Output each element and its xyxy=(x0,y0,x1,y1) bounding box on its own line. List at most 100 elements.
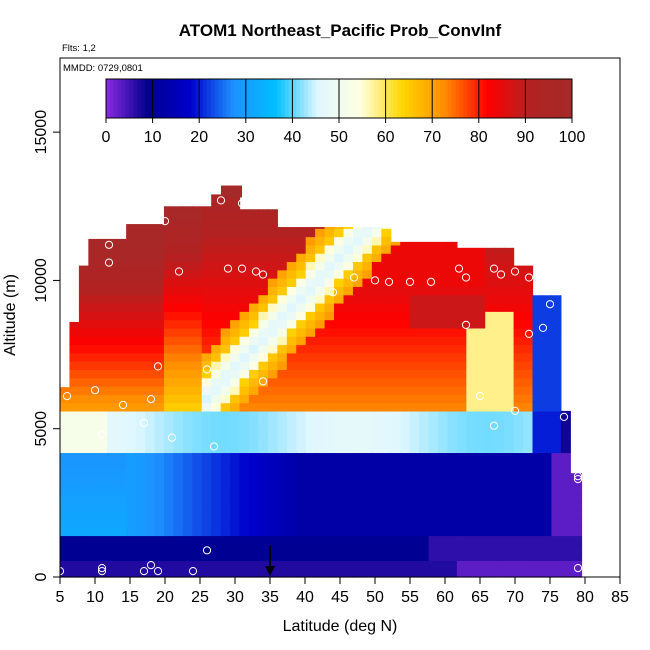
heatmap-cell xyxy=(182,327,193,337)
heatmap-cell xyxy=(286,369,297,379)
heatmap-cell xyxy=(334,552,345,561)
heatmap-cell xyxy=(296,361,307,370)
heatmap-cell xyxy=(78,502,89,512)
sample-point xyxy=(461,320,471,329)
heatmap-cell xyxy=(211,543,222,553)
heatmap-cell xyxy=(286,319,297,329)
heatmap-cell xyxy=(343,435,354,445)
heatmap-cell xyxy=(296,560,307,570)
heatmap-cell xyxy=(485,394,496,404)
heatmap-cell xyxy=(485,469,496,478)
sample-point xyxy=(202,365,212,374)
heatmap-cell xyxy=(532,394,543,404)
heatmap-cell xyxy=(135,410,146,420)
heatmap-cell xyxy=(475,294,486,304)
heatmap-cell xyxy=(456,568,467,578)
heatmap-cell xyxy=(456,377,467,387)
heatmap-cell xyxy=(532,410,543,420)
heatmap-cell xyxy=(116,369,127,379)
heatmap-cell xyxy=(504,336,515,346)
heatmap-cell xyxy=(182,244,193,254)
heatmap-cell xyxy=(116,244,127,254)
heatmap-cell xyxy=(78,419,89,429)
heatmap-cell xyxy=(192,485,203,495)
heatmap-cell xyxy=(504,469,515,478)
heatmap-cell xyxy=(201,510,212,520)
heatmap-cell xyxy=(390,294,401,304)
heatmap-cell xyxy=(173,228,184,238)
heatmap-cell xyxy=(551,361,562,370)
heatmap-cell xyxy=(135,352,146,362)
heatmap-cell xyxy=(390,552,401,561)
heatmap-cell xyxy=(324,261,335,271)
heatmap-cell xyxy=(428,319,439,329)
heatmap-cell xyxy=(409,253,420,263)
heatmap-cell xyxy=(475,261,486,271)
heatmap-cell xyxy=(97,269,108,279)
heatmap-cell xyxy=(192,269,203,279)
heatmap-cell xyxy=(352,510,363,520)
heatmap-cell xyxy=(296,269,307,279)
heatmap-cell xyxy=(551,502,562,512)
heatmap-cell xyxy=(220,568,231,578)
colorbar-swatch xyxy=(432,79,437,118)
heatmap-cell xyxy=(145,261,156,271)
heatmap-cell xyxy=(249,510,260,520)
heatmap-cell xyxy=(343,369,354,379)
heatmap-cell xyxy=(145,502,156,512)
heatmap-cell xyxy=(88,485,99,495)
heatmap-cell xyxy=(334,244,345,254)
heatmap-cell xyxy=(381,286,392,296)
heatmap-cell xyxy=(135,319,146,329)
heatmap-cell xyxy=(163,460,174,470)
heatmap-cell xyxy=(475,552,486,561)
heatmap-cell xyxy=(154,302,165,312)
heatmap-cell xyxy=(438,485,449,495)
heatmap-cell xyxy=(315,535,326,545)
heatmap-cell xyxy=(230,244,241,254)
heatmap-cell xyxy=(182,460,193,470)
heatmap-cell xyxy=(69,352,80,362)
heatmap-cell xyxy=(220,352,231,362)
heatmap-cell xyxy=(258,527,269,537)
heatmap-cell xyxy=(447,518,458,528)
heatmap-cell xyxy=(315,369,326,379)
colorbar-swatch xyxy=(455,79,460,118)
heatmap-cell xyxy=(286,543,297,553)
heatmap-cell xyxy=(220,302,231,312)
heatmap-cell xyxy=(286,527,297,537)
heatmap-cell xyxy=(456,294,467,304)
heatmap-cell xyxy=(400,319,411,329)
heatmap-cell xyxy=(390,518,401,528)
heatmap-cell xyxy=(485,253,496,263)
colorbar-swatch xyxy=(540,79,546,118)
heatmap-cell xyxy=(334,319,345,329)
heatmap-cell xyxy=(324,502,335,512)
heatmap-cell xyxy=(126,485,137,495)
heatmap-cell xyxy=(286,311,297,321)
heatmap-cell xyxy=(211,253,222,263)
heatmap-cell xyxy=(135,344,146,354)
heatmap-cell xyxy=(371,518,382,528)
heatmap-cell xyxy=(267,435,278,445)
heatmap-cell xyxy=(485,527,496,537)
heatmap-cell xyxy=(541,460,552,470)
heatmap-cell xyxy=(88,469,99,478)
heatmap-cell xyxy=(126,568,137,578)
heatmap-cell xyxy=(447,535,458,545)
latitude-marker-arrow-head xyxy=(265,566,275,576)
heatmap-cell xyxy=(239,228,250,238)
heatmap-cell xyxy=(107,319,118,329)
heatmap-cell xyxy=(334,419,345,429)
heatmap-cell xyxy=(532,568,543,578)
heatmap-cell xyxy=(551,568,562,578)
sample-point xyxy=(97,567,107,576)
heatmap-cell xyxy=(362,527,373,537)
heatmap-cell xyxy=(135,543,146,553)
heatmap-cell xyxy=(163,352,174,362)
heatmap-cell xyxy=(116,394,127,404)
heatmap-cell xyxy=(343,228,354,238)
heatmap-cell xyxy=(182,386,193,395)
heatmap-cell xyxy=(192,419,203,429)
heatmap-cell xyxy=(438,552,449,561)
